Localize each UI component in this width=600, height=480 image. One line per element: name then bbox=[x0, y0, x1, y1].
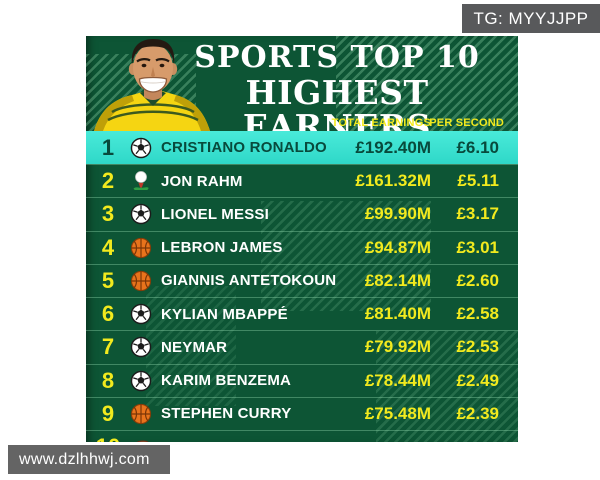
column-header-per-second: PER SECOND bbox=[429, 117, 504, 129]
top10-graphic: SPORTS TOP 10 HIGHEST EARNERS TOTAL EARN… bbox=[86, 36, 518, 442]
rank: 6 bbox=[101, 301, 115, 327]
player-name: KARIM BENZEMA bbox=[161, 372, 292, 390]
player-name: CRISTIANO RONALDO bbox=[161, 139, 327, 156]
table-row: 9 STEPHEN CURRY £75.48M £2.39 bbox=[86, 396, 518, 430]
watermark-label: www.dzlhhwj.com bbox=[19, 450, 150, 468]
per-second-earnings: £2.49 bbox=[456, 370, 499, 390]
graphic-header: SPORTS TOP 10 HIGHEST EARNERS TOTAL EARN… bbox=[86, 36, 518, 144]
basketball-icon bbox=[130, 403, 152, 425]
player-name: JON RAHM bbox=[161, 172, 243, 190]
soccer-ball-icon bbox=[130, 137, 152, 159]
column-header-total-earnings: TOTAL EARNINGS bbox=[331, 117, 431, 129]
tg-label: TG: MYYJJPP bbox=[473, 8, 589, 28]
total-earnings: £99.90M bbox=[364, 204, 431, 224]
player-name: LEBRON JAMES bbox=[161, 239, 283, 257]
rank: 1 bbox=[101, 134, 115, 160]
total-earnings: £81.40M bbox=[364, 304, 431, 324]
rank: 3 bbox=[101, 201, 115, 227]
table-row: 1 CRISTIANO RONALDO £192.40M £6.10 bbox=[86, 131, 518, 164]
rank: 9 bbox=[101, 400, 115, 426]
table-row: 4 LEBRON JAMES £94.87M £3.01 bbox=[86, 230, 518, 264]
per-second-earnings: £2.53 bbox=[456, 337, 499, 357]
per-second-earnings: £2.60 bbox=[456, 270, 499, 290]
per-second-earnings: £2.39 bbox=[456, 403, 499, 423]
total-earnings: £78.44M bbox=[364, 370, 431, 390]
tg-badge: TG: MYYJJPP bbox=[462, 4, 600, 33]
soccer-ball-icon bbox=[130, 336, 152, 358]
player-name: LIONEL MESSI bbox=[161, 205, 269, 223]
per-second-earnings: £5.11 bbox=[457, 171, 499, 191]
player-name: LAMAR JACKSON bbox=[161, 439, 336, 442]
soccer-ball-icon bbox=[130, 203, 152, 225]
title-line-1: SPORTS TOP 10 bbox=[194, 40, 480, 75]
soccer-ball-icon bbox=[130, 303, 152, 325]
total-earnings: £94.87M bbox=[364, 237, 431, 257]
american-football-icon bbox=[130, 436, 152, 442]
total-earnings: £161.32M bbox=[355, 171, 431, 191]
rank: 8 bbox=[101, 367, 115, 393]
per-second-earnings: £2.58 bbox=[456, 304, 499, 324]
basketball-icon bbox=[130, 270, 152, 292]
rank: 7 bbox=[101, 334, 115, 360]
golf-ball-icon bbox=[130, 170, 152, 192]
table-row: 6 KYLIAN MBAPPÉ £81.40M £2.58 bbox=[86, 297, 518, 330]
total-earnings: £75.48M bbox=[364, 403, 431, 423]
player-name: STEPHEN CURRY bbox=[161, 405, 292, 423]
rank: 4 bbox=[101, 234, 115, 260]
total-earnings: £82.14M bbox=[364, 270, 431, 290]
rank: 5 bbox=[101, 267, 115, 293]
total-earnings: £192.40M bbox=[355, 137, 431, 157]
per-second-earnings: £3.17 bbox=[456, 204, 499, 224]
earners-table: 1 CRISTIANO RONALDO £192.40M £6.10 2 JON… bbox=[86, 131, 518, 442]
player-name: GIANNIS ANTETOKOUNMPO bbox=[161, 272, 336, 290]
basketball-icon bbox=[130, 237, 152, 259]
rank: 10 bbox=[86, 434, 130, 442]
soccer-ball-icon bbox=[130, 370, 152, 392]
player-name: NEYMAR bbox=[161, 338, 228, 356]
table-row: 8 KARIM BENZEMA £78.44M £2.49 bbox=[86, 363, 518, 397]
total-earnings: £79.92M bbox=[364, 337, 431, 357]
ronaldo-photo bbox=[94, 39, 210, 131]
per-second-earnings: £6.10 bbox=[456, 137, 499, 157]
table-row: 10 LAMAR JACKSON bbox=[86, 430, 518, 442]
rank: 2 bbox=[101, 168, 115, 194]
table-row: 3 LIONEL MESSI £99.90M £3.17 bbox=[86, 197, 518, 230]
table-row: 5 GIANNIS ANTETOKOUNMPO £82.14M £2.60 bbox=[86, 263, 518, 297]
table-row: 7 NEYMAR £79.92M £2.53 bbox=[86, 330, 518, 363]
watermark: www.dzlhhwj.com bbox=[8, 445, 170, 474]
per-second-earnings: £3.01 bbox=[456, 237, 499, 257]
table-row: 2 JON RAHM £161.32M £5.11 bbox=[86, 164, 518, 197]
player-name: KYLIAN MBAPPÉ bbox=[161, 305, 288, 323]
